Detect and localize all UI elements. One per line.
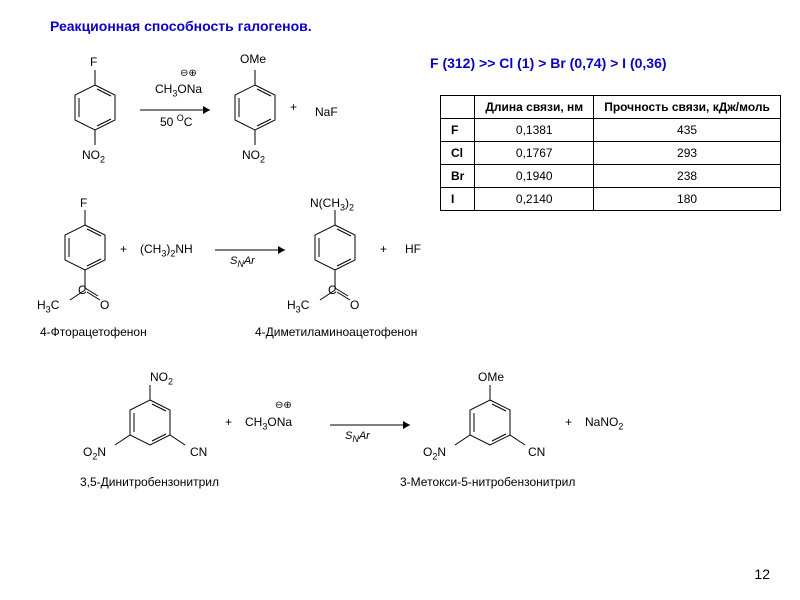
- r1-right-bottom: NO2: [242, 148, 265, 164]
- cell: 238: [594, 165, 781, 188]
- cell: 435: [594, 119, 781, 142]
- r2-left-h3c: H3C: [37, 298, 59, 314]
- r3-charge: ⊖⊕: [275, 400, 292, 411]
- r1-left-bottom: NO2: [82, 148, 105, 164]
- reaction3-svg: [60, 360, 620, 520]
- table-header-row: Длина связи, нм Прочность связи, кДж/мол…: [441, 96, 781, 119]
- r2-right-c: C: [328, 283, 337, 297]
- r3-right-name: 3-Метокси-5-нитробензонитрил: [400, 475, 575, 489]
- cell: Cl: [441, 142, 475, 165]
- r3-arrow-label: SNAr: [345, 430, 370, 444]
- r2-plus1: +: [120, 242, 127, 256]
- table-row: I 0,2140 180: [441, 188, 781, 211]
- page-title: Реакционная способность галогенов.: [50, 18, 312, 34]
- r2-byproduct: HF: [405, 242, 421, 256]
- col-bond-strength: Прочность связи, кДж/моль: [594, 96, 781, 119]
- cell: 0,1381: [475, 119, 594, 142]
- r2-plus2: +: [380, 242, 387, 256]
- cell: F: [441, 119, 475, 142]
- r2-left-o: O: [100, 298, 109, 312]
- r2-right-o: O: [350, 298, 359, 312]
- page-number: 12: [754, 566, 770, 582]
- cell: 0,1767: [475, 142, 594, 165]
- cell: 180: [594, 188, 781, 211]
- reactivity-series: F (312) >> Cl (1) > Br (0,74) > I (0,36): [430, 55, 667, 71]
- reaction1-svg: [55, 50, 415, 200]
- r3-left-no2-top: NO2: [150, 370, 173, 386]
- cell: Br: [441, 165, 475, 188]
- cell: 293: [594, 142, 781, 165]
- r2-left-name: 4-Фторацетофенон: [40, 325, 147, 339]
- r2-left-c: C: [78, 283, 87, 297]
- r3-right-cn: CN: [528, 445, 545, 459]
- r3-right-ome: OMe: [478, 370, 504, 384]
- r1-right-top: OMe: [240, 52, 266, 66]
- col-blank: [441, 96, 475, 119]
- r2-right-h3c: H3C: [287, 298, 309, 314]
- r3-byproduct: NaNO2: [585, 415, 623, 431]
- bond-properties-table: Длина связи, нм Прочность связи, кДж/мол…: [440, 95, 781, 211]
- r1-reagent-top: CH3ONa: [155, 82, 202, 98]
- r2-left-top: F: [80, 196, 87, 210]
- r3-left-name: 3,5-Динитробензонитрил: [80, 475, 219, 489]
- r1-byproduct: NaF: [315, 105, 338, 119]
- cell: 0,2140: [475, 188, 594, 211]
- col-bond-length: Длина связи, нм: [475, 96, 594, 119]
- r2-arrow-label: SNAr: [230, 255, 255, 269]
- r3-plus1: +: [225, 415, 232, 429]
- cell: 0,1940: [475, 165, 594, 188]
- r3-left-cn: CN: [190, 445, 207, 459]
- r1-charge: ⊖⊕: [180, 68, 197, 79]
- r2-right-name: 4-Диметиламиноацетофенон: [255, 325, 417, 339]
- r3-plus2: +: [565, 415, 572, 429]
- r2-right-top: N(CH3)2: [310, 196, 354, 212]
- r2-reagent: (CH3)2NH: [140, 242, 193, 258]
- r3-left-o2n: O2N: [83, 445, 106, 461]
- table-row: Cl 0,1767 293: [441, 142, 781, 165]
- table-row: F 0,1381 435: [441, 119, 781, 142]
- r1-reagent-bottom: 50 OC: [160, 113, 192, 129]
- table-row: Br 0,1940 238: [441, 165, 781, 188]
- r1-plus: +: [290, 100, 297, 114]
- r3-reagent: CH3ONa: [245, 415, 292, 431]
- r3-right-o2n: O2N: [423, 445, 446, 461]
- r1-left-top: F: [90, 55, 97, 69]
